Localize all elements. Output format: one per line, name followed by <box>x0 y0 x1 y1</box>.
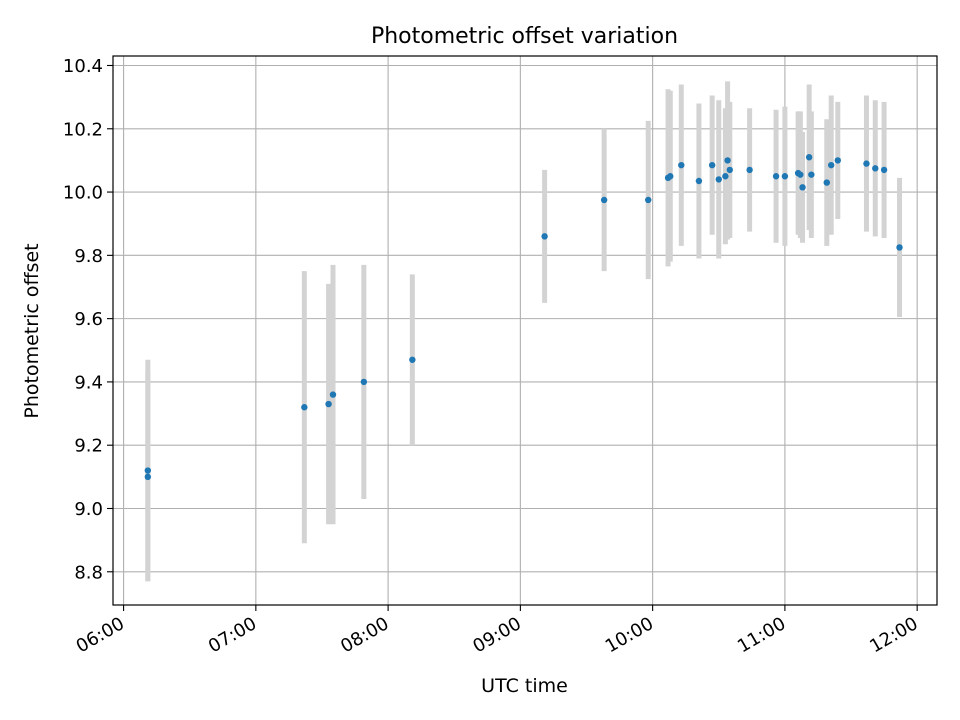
data-point <box>144 467 152 474</box>
y-tick-label: 9.8 <box>74 246 103 267</box>
data-point <box>301 404 308 411</box>
data-point <box>880 166 888 174</box>
data-point <box>834 157 842 164</box>
data-point <box>325 400 332 408</box>
data-point <box>144 473 152 481</box>
y-tick-label: 9.2 <box>74 436 103 457</box>
data-point <box>896 244 903 251</box>
data-points <box>144 154 903 481</box>
data-point <box>863 160 870 167</box>
plot-area-frame <box>112 55 938 606</box>
y-axis-label: Photometric offset <box>21 243 43 418</box>
data-point <box>746 166 753 174</box>
data-point <box>667 173 674 180</box>
x-axis-label: UTC time <box>481 675 568 697</box>
data-point <box>645 196 652 204</box>
data-point <box>409 356 416 363</box>
data-point <box>541 233 548 240</box>
data-point <box>805 154 813 161</box>
data-point <box>781 173 789 180</box>
data-point <box>715 176 722 183</box>
data-point <box>722 173 729 180</box>
y-tick-label: 9.6 <box>74 309 103 330</box>
data-point <box>808 171 815 178</box>
data-point <box>695 177 703 185</box>
data-point <box>726 166 733 174</box>
data-point <box>872 165 879 172</box>
y-tick-label: 10.2 <box>63 119 103 140</box>
y-tick-label: 10.4 <box>63 56 103 77</box>
data-point <box>329 391 337 398</box>
data-point <box>799 184 806 191</box>
y-tick-label: 10.0 <box>63 183 103 204</box>
data-point <box>678 161 685 169</box>
y-axis-ticks: 8.8 9.0 9.2 9.4 9.6 9.8 10.0 10.2 10.4 <box>63 56 113 583</box>
data-point <box>827 161 835 169</box>
data-point <box>823 179 830 186</box>
data-point <box>772 173 780 180</box>
data-point <box>724 157 731 164</box>
data-point <box>708 161 716 169</box>
y-tick-label: 9.4 <box>74 372 103 393</box>
data-point <box>797 171 804 178</box>
chart-title: Photometric offset variation <box>371 24 678 49</box>
y-tick-label: 9.0 <box>74 499 103 520</box>
data-point <box>360 378 368 386</box>
y-tick-label: 8.8 <box>74 562 103 583</box>
data-point <box>600 196 608 204</box>
